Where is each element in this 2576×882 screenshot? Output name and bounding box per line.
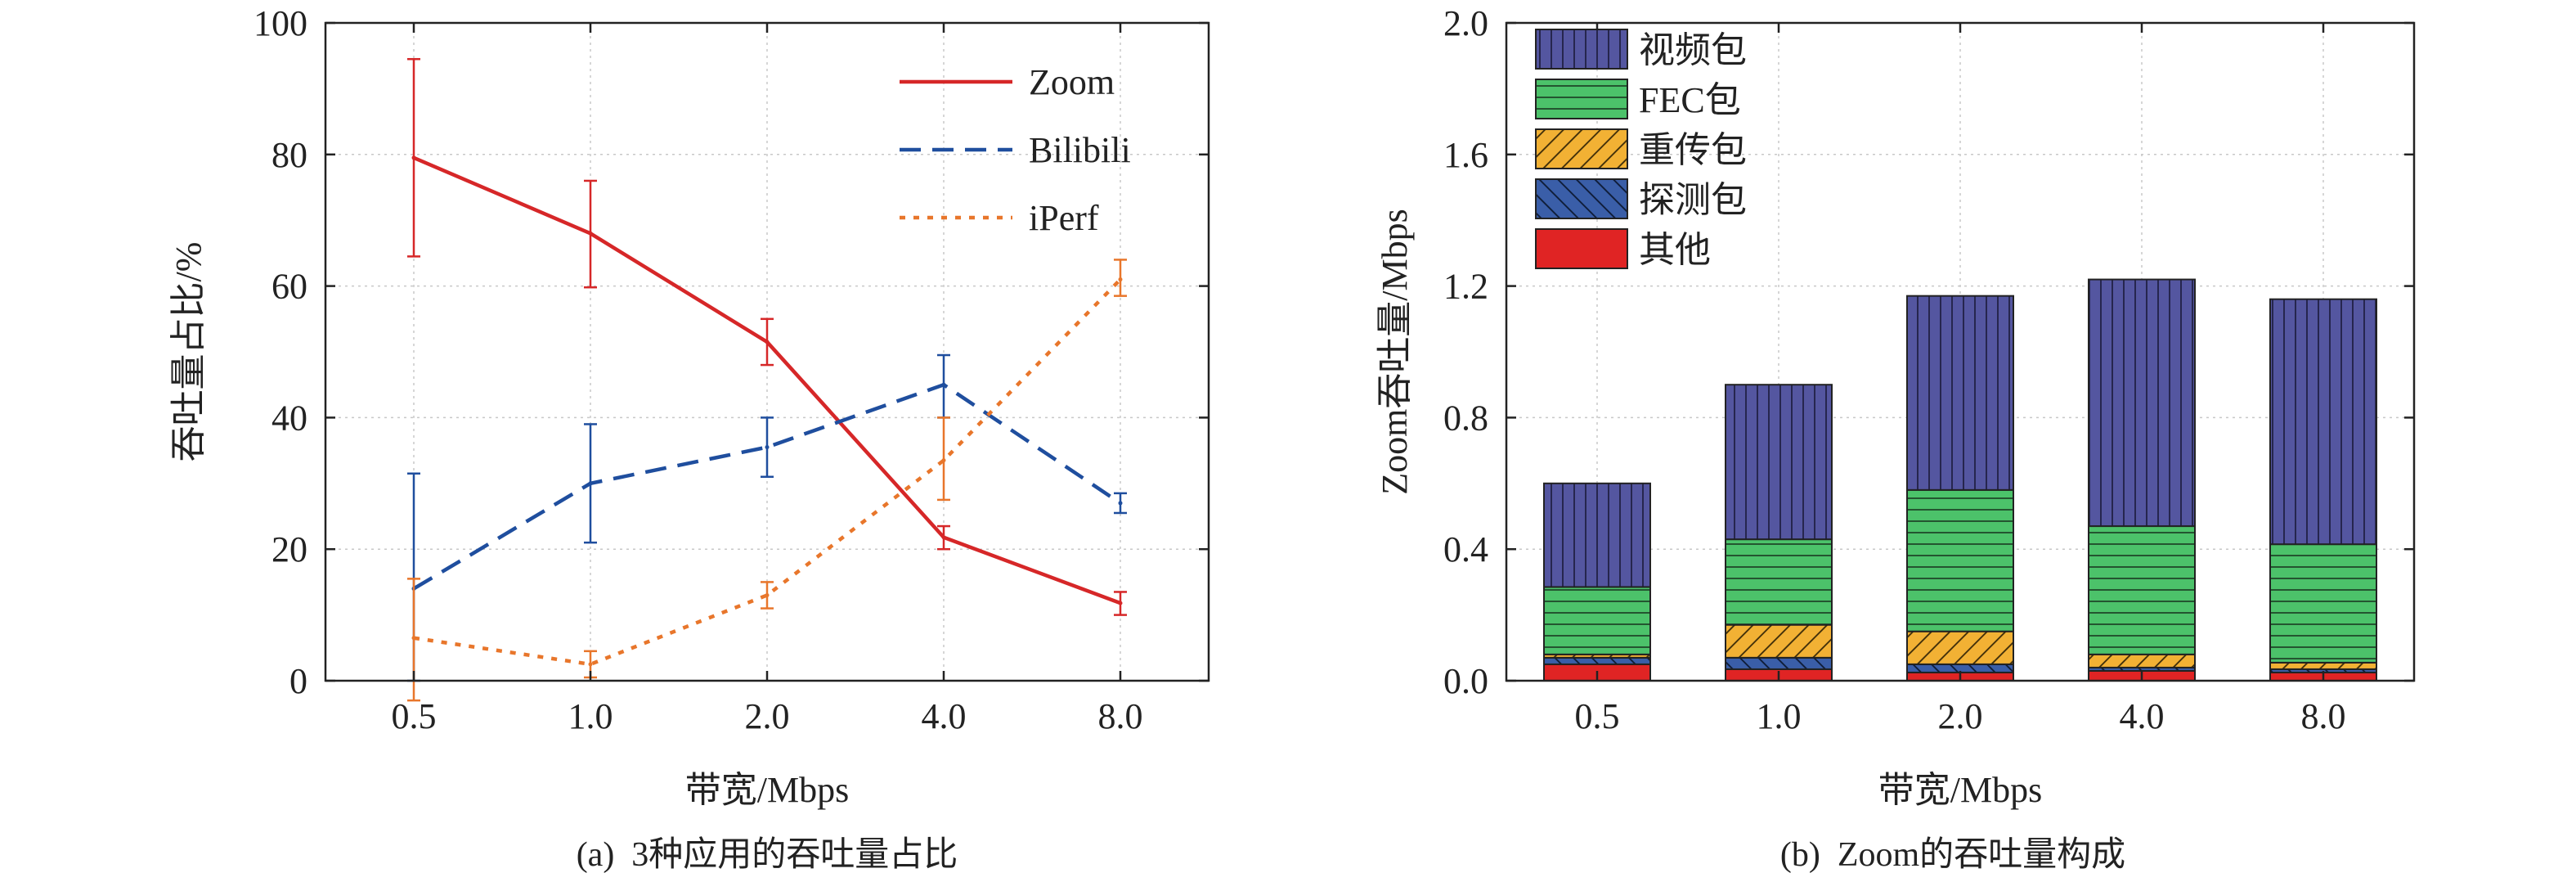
- panel-a-y-tick-label: 0: [289, 661, 307, 701]
- legend-swatch: [1535, 128, 1628, 169]
- data-point: [411, 155, 416, 160]
- panel-a-y-tick-label: 40: [272, 398, 307, 438]
- bar-segment: [1543, 482, 1651, 588]
- legend-label: 探测包: [1639, 180, 1747, 220]
- bar-segment: [2269, 298, 2377, 546]
- panel-b-y-tick-label: 1.2: [1443, 267, 1488, 307]
- stacked-bar-0.5: [1543, 482, 1651, 682]
- bar-segment: [1725, 538, 1833, 626]
- data-point: [588, 231, 593, 236]
- panel-b-x-tick-label: 4.0: [2120, 696, 2165, 736]
- panel-b-x-axis-label: 带宽/Mbps: [1878, 770, 2042, 810]
- panel-a-x-tick-label: 4.0: [922, 696, 967, 736]
- series-line: [413, 155, 1121, 605]
- bar-segment: [1906, 295, 2014, 491]
- bar-segment: [1906, 488, 2014, 632]
- panel-a-line-chart: 0 20 40 60 80 100 0.5 1.0 2.0 4.0 8.0 Zoom Bilibili…: [168, 3, 1210, 874]
- panel-b-y-tick-label: 1.6: [1443, 135, 1488, 175]
- data-point: [941, 382, 946, 387]
- data-point: [1118, 501, 1123, 506]
- data-point: [765, 592, 770, 597]
- panel-a-x-tick-label: 8.0: [1098, 696, 1143, 736]
- panel-b-bars: [1543, 278, 2377, 682]
- panel-b-y-tick-label: 0.0: [1443, 661, 1488, 701]
- bar-segment: [1725, 623, 1833, 659]
- panel-a-x-tick-label: 2.0: [745, 696, 790, 736]
- stacked-bar-4.0: [2088, 278, 2196, 682]
- panel-b-x-tick-label: 0.5: [1575, 696, 1620, 736]
- panel-a-y-tick-label: 60: [272, 267, 307, 307]
- panel-a-ticks: 0 20 40 60 80 100 0.5 1.0 2.0 4.0 8.0: [254, 3, 1209, 736]
- legend-swatch: [1535, 228, 1628, 269]
- panel-a-caption: (a) 3种应用的吞吐量占比: [577, 835, 958, 874]
- data-point: [588, 481, 593, 486]
- panel-b-y-tick-label: 2.0: [1443, 3, 1488, 43]
- panel-b-x-tick-label: 8.0: [2301, 696, 2346, 736]
- bar-segment: [1543, 586, 1651, 655]
- panel-b-x-tick-label: 2.0: [1938, 696, 1983, 736]
- data-point: [588, 662, 593, 667]
- legend-label: 重传包: [1639, 130, 1747, 170]
- bar-segment: [1906, 630, 2014, 665]
- bar-segment: [2088, 525, 2196, 655]
- legend-label-bilibili: Bilibili: [1029, 130, 1131, 170]
- panel-b-y-tick-label: 0.8: [1443, 398, 1488, 438]
- panel-b-caption: (b) Zoom的吞吐量构成: [1780, 836, 2125, 874]
- panel-a-y-axis-label: 吞吐量占比/%: [168, 242, 209, 462]
- panel-b-ticks: 0.0 0.4 0.8 1.2 1.6 2.0 0.5 1.0 2.0 4.0 8.0: [1443, 3, 2414, 736]
- legend-label: FEC包: [1639, 80, 1741, 120]
- panel-a-x-tick-label: 1.0: [568, 696, 613, 736]
- bar-segment: [1725, 384, 1833, 541]
- legend-label-zoom: Zoom: [1029, 62, 1115, 102]
- data-point: [941, 535, 946, 540]
- panel-a-y-tick-label: 20: [272, 529, 307, 569]
- panel-a-series: [407, 57, 1127, 702]
- data-point: [941, 458, 946, 463]
- data-point: [1118, 601, 1123, 605]
- bar-segment: [2088, 278, 2196, 528]
- panel-b-y-tick-label: 0.4: [1443, 529, 1488, 569]
- bar-segment: [1725, 656, 1833, 670]
- panel-b-x-tick-label: 1.0: [1757, 696, 1802, 736]
- series-zoom: [407, 57, 1127, 616]
- stacked-bar-8.0: [2269, 298, 2377, 682]
- legend-label: 其他: [1639, 230, 1711, 270]
- data-point: [765, 445, 770, 450]
- legend-swatch: [1535, 178, 1628, 219]
- series-iperf: [407, 259, 1127, 702]
- panel-b-y-axis-label: Zoom吞吐量/Mbps: [1375, 209, 1415, 495]
- data-point: [765, 340, 770, 344]
- bar-segment: [1543, 656, 1651, 665]
- data-point: [1118, 277, 1123, 282]
- stacked-bar-1.0: [1725, 384, 1833, 682]
- legend-label: 视频包: [1639, 30, 1747, 70]
- bar-segment: [2088, 653, 2196, 668]
- panel-a-x-axis-label: 带宽/Mbps: [685, 770, 849, 810]
- legend-swatch: [1535, 79, 1628, 119]
- bar-segment: [2269, 661, 2377, 670]
- panel-a-y-tick-label: 100: [254, 3, 307, 43]
- legend-label-iperf: iPerf: [1029, 198, 1099, 238]
- stacked-bar-2.0: [1906, 295, 2014, 682]
- bar-segment: [2269, 543, 2377, 664]
- panel-a-legend: Zoom Bilibili iPerf: [900, 62, 1131, 238]
- series-line: [412, 382, 1122, 591]
- legend-swatch: [1535, 29, 1628, 70]
- data-point: [411, 636, 416, 641]
- panel-a-y-tick-label: 80: [272, 135, 307, 175]
- panel-a-x-tick-label: 0.5: [392, 696, 437, 736]
- panel-b-stacked-bar-chart: 0.0 0.4 0.8 1.2 1.6 2.0 0.5 1.0 2.0 4.0 8.0 视频包 FEC…: [1375, 3, 2416, 874]
